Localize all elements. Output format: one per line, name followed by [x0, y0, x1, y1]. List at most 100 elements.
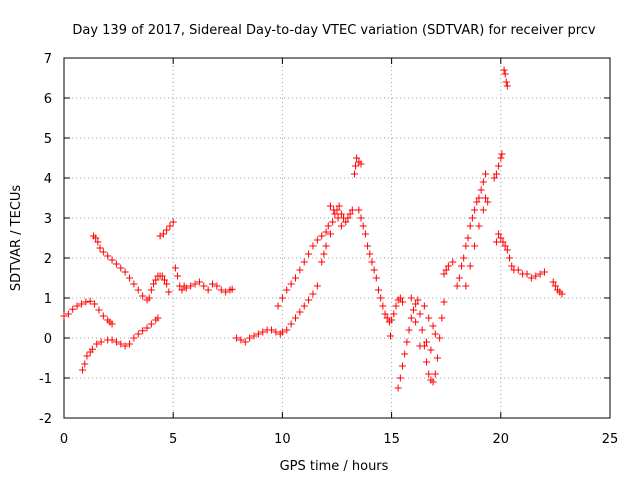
data-point	[464, 234, 472, 242]
data-point	[453, 282, 461, 290]
data-point	[228, 285, 236, 293]
data-point	[462, 242, 470, 250]
data-point	[346, 210, 354, 218]
data-point	[444, 262, 452, 270]
y-tick-label: 0	[44, 332, 52, 347]
y-tick-label: -1	[39, 372, 52, 387]
data-point	[77, 300, 85, 308]
data-point	[309, 242, 317, 250]
data-points	[60, 66, 566, 392]
data-point	[86, 297, 94, 305]
data-point	[420, 302, 428, 310]
y-tick-label: -2	[39, 412, 52, 427]
data-point	[344, 214, 352, 222]
data-point	[460, 254, 468, 262]
data-point	[171, 264, 179, 272]
data-point	[399, 298, 407, 306]
data-point	[278, 328, 286, 336]
data-point	[88, 345, 96, 353]
data-point	[401, 350, 409, 358]
data-point	[134, 286, 142, 294]
data-point	[366, 250, 374, 258]
data-point	[324, 222, 332, 230]
data-point	[134, 330, 142, 338]
data-point	[163, 226, 171, 234]
x-tick-labels: 0 5 10 15 20 25	[60, 432, 618, 447]
data-point	[364, 242, 372, 250]
data-point	[329, 218, 337, 226]
y-tick-label: 6	[44, 92, 52, 107]
data-point	[416, 342, 424, 350]
data-point	[121, 268, 129, 276]
data-point	[423, 358, 431, 366]
series-prcv-a	[60, 297, 116, 328]
y-tick-label: 2	[44, 252, 52, 267]
data-point	[154, 314, 162, 322]
data-point	[112, 260, 120, 268]
data-point	[495, 230, 503, 238]
data-point	[433, 354, 441, 362]
data-point	[159, 230, 167, 238]
data-point	[96, 244, 104, 252]
data-point	[292, 274, 300, 282]
data-point	[143, 324, 151, 332]
data-point	[259, 328, 267, 336]
data-point	[64, 310, 72, 318]
data-point	[377, 294, 385, 302]
data-point	[150, 280, 158, 288]
data-point	[73, 302, 81, 310]
x-tick-label: 0	[60, 432, 68, 447]
data-point	[388, 316, 396, 324]
data-point	[272, 328, 280, 336]
data-point	[165, 288, 173, 296]
data-point	[361, 230, 369, 238]
data-point	[335, 202, 343, 210]
data-point	[536, 270, 544, 278]
data-point	[500, 66, 508, 74]
data-point	[471, 242, 479, 250]
data-point	[412, 300, 420, 308]
data-point	[482, 170, 490, 178]
series-prcv-f	[233, 282, 321, 346]
y-tick-label: 5	[44, 132, 52, 147]
data-point	[403, 338, 411, 346]
data-point	[292, 314, 300, 322]
data-point	[178, 286, 186, 294]
data-point	[106, 318, 114, 326]
data-point	[82, 298, 90, 306]
data-point	[455, 274, 463, 282]
data-point	[222, 288, 230, 296]
data-point	[108, 336, 116, 344]
data-point	[407, 314, 415, 322]
data-point	[318, 258, 326, 266]
data-point	[99, 248, 107, 256]
data-point	[250, 332, 258, 340]
data-point	[381, 310, 389, 318]
data-point	[92, 234, 100, 242]
series-prcv-b	[79, 314, 162, 374]
data-point	[418, 326, 426, 334]
data-point	[440, 270, 448, 278]
data-point	[449, 258, 457, 266]
y-tick-label: 1	[44, 292, 52, 307]
data-point	[350, 170, 358, 178]
data-point	[217, 286, 225, 294]
data-point	[296, 266, 304, 274]
data-point	[233, 334, 241, 342]
data-point	[431, 370, 439, 378]
data-point	[479, 178, 487, 186]
data-point	[322, 228, 330, 236]
data-point	[379, 302, 387, 310]
data-point	[540, 268, 548, 276]
chart-title: Day 139 of 2017, Sidereal Day-to-day VTE…	[72, 23, 596, 38]
data-point	[442, 266, 450, 274]
data-point	[187, 282, 195, 290]
data-point	[490, 174, 498, 182]
data-point	[130, 280, 138, 288]
x-tick-label: 15	[383, 432, 400, 447]
data-point	[479, 206, 487, 214]
data-point	[503, 246, 511, 254]
y-axis-label: SDTVAR / TECUs	[9, 185, 24, 292]
data-point	[357, 214, 365, 222]
data-point	[337, 210, 345, 218]
